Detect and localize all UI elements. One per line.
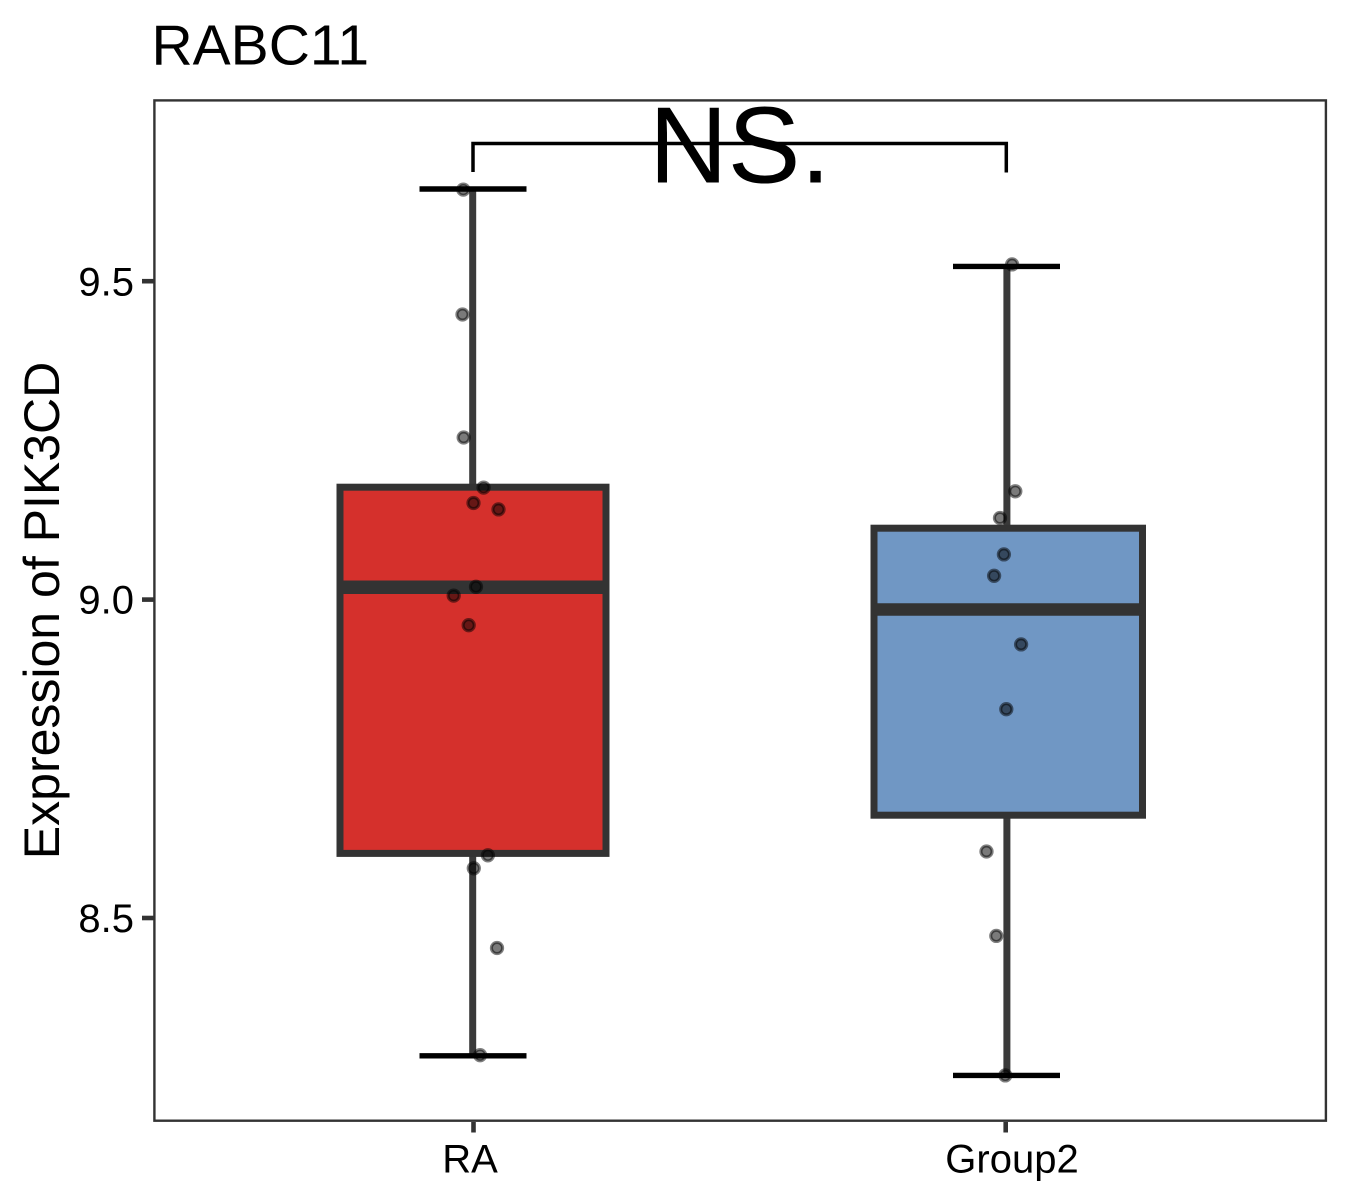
svg-text:Expression of PIK3CD: Expression of PIK3CD xyxy=(14,362,70,859)
svg-text:9.0: 9.0 xyxy=(78,579,134,623)
svg-text:RABC11: RABC11 xyxy=(152,14,370,78)
svg-text:NS.: NS. xyxy=(649,85,831,207)
svg-text:8.5: 8.5 xyxy=(78,897,134,941)
svg-text:9.5: 9.5 xyxy=(78,260,134,304)
svg-text:RA: RA xyxy=(442,1138,498,1182)
svg-text:Group2: Group2 xyxy=(945,1138,1078,1182)
